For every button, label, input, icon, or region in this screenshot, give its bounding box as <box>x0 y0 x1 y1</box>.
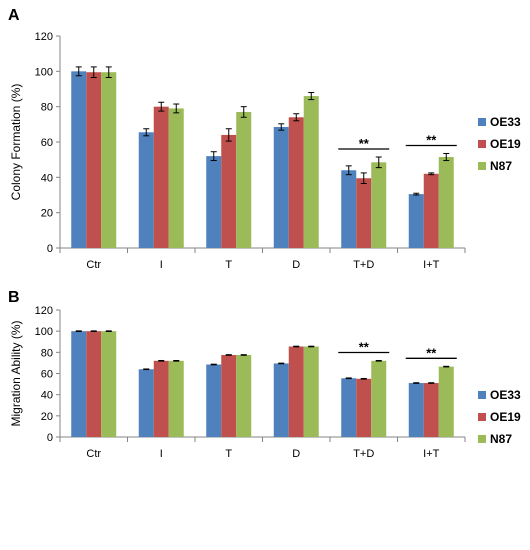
panel-b-bar <box>168 360 184 437</box>
panel-a-x-tick-label: T <box>225 259 232 271</box>
panel-b-legend-label: OE19 <box>490 410 521 424</box>
panel-a-bar <box>371 162 387 248</box>
panel-b-bar <box>138 369 154 437</box>
panel-b-bar <box>288 346 304 437</box>
panel-b-y-tick-label: 20 <box>41 411 53 423</box>
panel-b-significance-label: ** <box>426 345 437 360</box>
panel-a-y-tick-label: 80 <box>41 102 53 114</box>
panel-a-bar <box>356 178 372 248</box>
panel-a-bar <box>408 194 424 248</box>
panel-b-x-tick-label: D <box>292 448 300 460</box>
panel-b-legend-label: N87 <box>490 432 512 446</box>
panel-b-x-tick-label: I+T <box>423 448 439 460</box>
panel-b-bar <box>438 366 454 437</box>
panel-a-legend-label: OE33 <box>490 115 521 129</box>
panel-a-legend-label: N87 <box>490 159 512 173</box>
panel-b-legend-swatch <box>478 391 486 399</box>
panel-a-y-tick-label: 40 <box>41 172 53 184</box>
panel-a-bar <box>71 71 87 248</box>
panel-a-bar <box>86 72 102 248</box>
panel-b-bar <box>341 378 357 437</box>
panel-b-legend-label: OE33 <box>490 388 521 402</box>
panel-b-y-tick-label: 100 <box>35 326 53 338</box>
panel-a-x-tick-label: T+D <box>353 259 374 271</box>
panel-a-bar <box>138 132 154 248</box>
panel-a-y-tick-label: 0 <box>47 243 53 255</box>
panel-a-bar <box>273 126 289 248</box>
panel-b-y-tick-label: 80 <box>41 347 53 359</box>
panel-a-bar <box>236 111 252 248</box>
panel-a-legend-swatch <box>478 140 486 148</box>
panel-a-x-tick-label: Ctr <box>86 259 101 271</box>
panel-a-bar <box>153 106 169 249</box>
panel-a-y-tick-label: 120 <box>35 31 53 43</box>
panel-b-significance-label: ** <box>359 339 370 354</box>
panel-b-bar <box>86 331 102 437</box>
panel-b-x-tick-label: T <box>225 448 232 460</box>
panel-b-legend-swatch <box>478 435 486 443</box>
panel-b-bar <box>303 346 319 437</box>
panel-b-bar <box>101 331 117 437</box>
panel-a-letter: A <box>8 7 20 24</box>
panel-b-bar <box>371 360 387 437</box>
panel-b-y-axis-title: Migration Ability (%) <box>9 320 23 426</box>
panel-b-bar <box>356 378 372 437</box>
panel-b-x-tick-label: I <box>160 448 163 460</box>
panel-b-x-tick-label: T+D <box>353 448 374 460</box>
panel-b-bar <box>408 383 424 437</box>
panel-a-x-tick-label: I <box>160 259 163 271</box>
panel-a-x-tick-label: D <box>292 259 300 271</box>
panel-a-significance-label: ** <box>426 132 437 147</box>
panel-a-x-tick-label: I+T <box>423 259 439 271</box>
panel-a-bar <box>341 170 357 248</box>
panel-a-y-tick-label: 60 <box>41 137 53 149</box>
panel-a-y-axis-title: Colony Formation (%) <box>9 84 23 201</box>
panel-b-bar <box>236 354 252 437</box>
panel-a-legend-swatch <box>478 118 486 126</box>
panel-a-y-tick-label: 100 <box>35 66 53 78</box>
panel-a-bar <box>438 157 454 248</box>
panel-a-bar <box>303 96 319 248</box>
panel-b-bar <box>71 331 87 437</box>
panel-b-bar <box>206 364 222 437</box>
panel-b-bar <box>221 354 237 437</box>
panel-a-bar <box>221 134 237 248</box>
panel-b-letter: B <box>8 289 20 306</box>
panel-b-y-tick-label: 0 <box>47 432 53 444</box>
panel-a-legend-swatch <box>478 162 486 170</box>
panel-b-legend-swatch <box>478 413 486 421</box>
panel-a-significance-label: ** <box>359 136 370 151</box>
panel-a-legend-label: OE19 <box>490 137 521 151</box>
panel-b-y-tick-label: 120 <box>35 305 53 317</box>
panel-b-y-tick-label: 60 <box>41 369 53 381</box>
panel-a-bar <box>101 72 117 248</box>
panel-a-bar <box>168 108 184 248</box>
panel-b-x-tick-label: Ctr <box>86 448 101 460</box>
panel-b-y-tick-label: 40 <box>41 390 53 402</box>
panel-b-bar <box>273 363 289 437</box>
panel-a-y-tick-label: 20 <box>41 208 53 220</box>
panel-b-bar <box>153 360 169 437</box>
panel-b-bar <box>423 383 439 437</box>
panel-a-bar <box>206 156 222 248</box>
panel-a-bar <box>288 117 304 249</box>
panel-a-bar <box>423 173 439 248</box>
